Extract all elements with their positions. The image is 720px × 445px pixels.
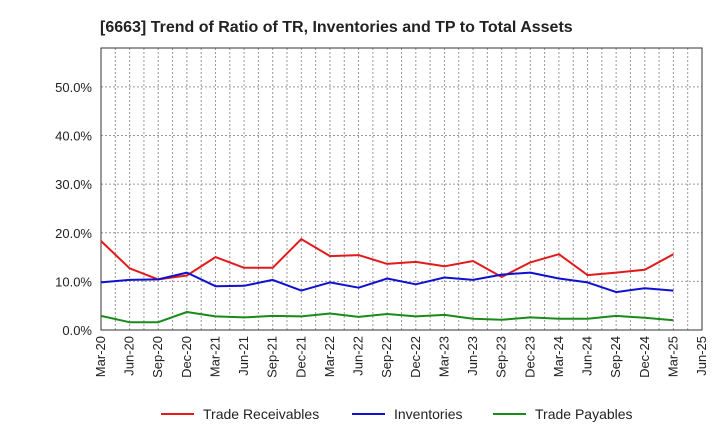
series-line-inventories [100,271,674,294]
x-tick-label: Mar-20 [93,336,108,377]
x-tick-label: Jun-23 [465,336,480,376]
series-line-trade-payables [100,311,674,324]
x-tick-label: Sep-22 [379,336,394,378]
legend-label: Inventories [394,406,462,422]
x-tick-label: Dec-20 [179,336,194,378]
x-tick-label: Mar-22 [322,336,337,377]
grid [101,48,702,330]
x-tick-label: Jun-25 [694,336,709,376]
series-line-trade-receivables [100,238,674,281]
y-axis: 0.0% 10.0% 20.0% 30.0% 40.0% 50.0% [55,80,92,338]
x-tick-label: Dec-23 [522,336,537,378]
y-tick-label: 40.0% [55,129,92,144]
series-layer [100,238,674,324]
x-tick-label: Sep-23 [494,336,509,378]
x-tick-label: Jun-21 [236,336,251,376]
plot-area [100,47,703,331]
x-tick-label: Mar-21 [207,336,222,377]
x-tick-label: Dec-24 [637,336,652,378]
legend: Trade Receivables Inventories Trade Payabl… [161,406,633,422]
x-tick-label: Sep-21 [265,336,280,378]
y-tick-label: 10.0% [55,274,92,289]
chart-title: [6663] Trend of Ratio of TR, Inventories… [100,19,573,36]
x-tick-label: Sep-24 [608,336,623,378]
x-tick-label: Dec-21 [293,336,308,378]
x-tick-label: Sep-20 [150,336,165,378]
x-tick-label: Jun-24 [580,336,595,376]
legend-label: Trade Receivables [203,406,319,422]
x-tick-label: Dec-22 [408,336,423,378]
x-tick-label: Mar-25 [665,336,680,377]
x-axis: Mar-20 Jun-20 Sep-20 Dec-20 Mar-21 Jun-21 Sep-… [93,336,709,378]
y-tick-label: 20.0% [55,226,92,241]
y-tick-label: 30.0% [55,177,92,192]
x-tick-label: Mar-23 [436,336,451,377]
y-tick-label: 0.0% [62,323,92,338]
y-tick-label: 50.0% [55,80,92,95]
x-tick-label: Mar-24 [551,336,566,377]
legend-label: Trade Payables [535,406,633,422]
x-tick-label: Jun-22 [351,336,366,376]
x-tick-label: Jun-20 [122,336,137,376]
